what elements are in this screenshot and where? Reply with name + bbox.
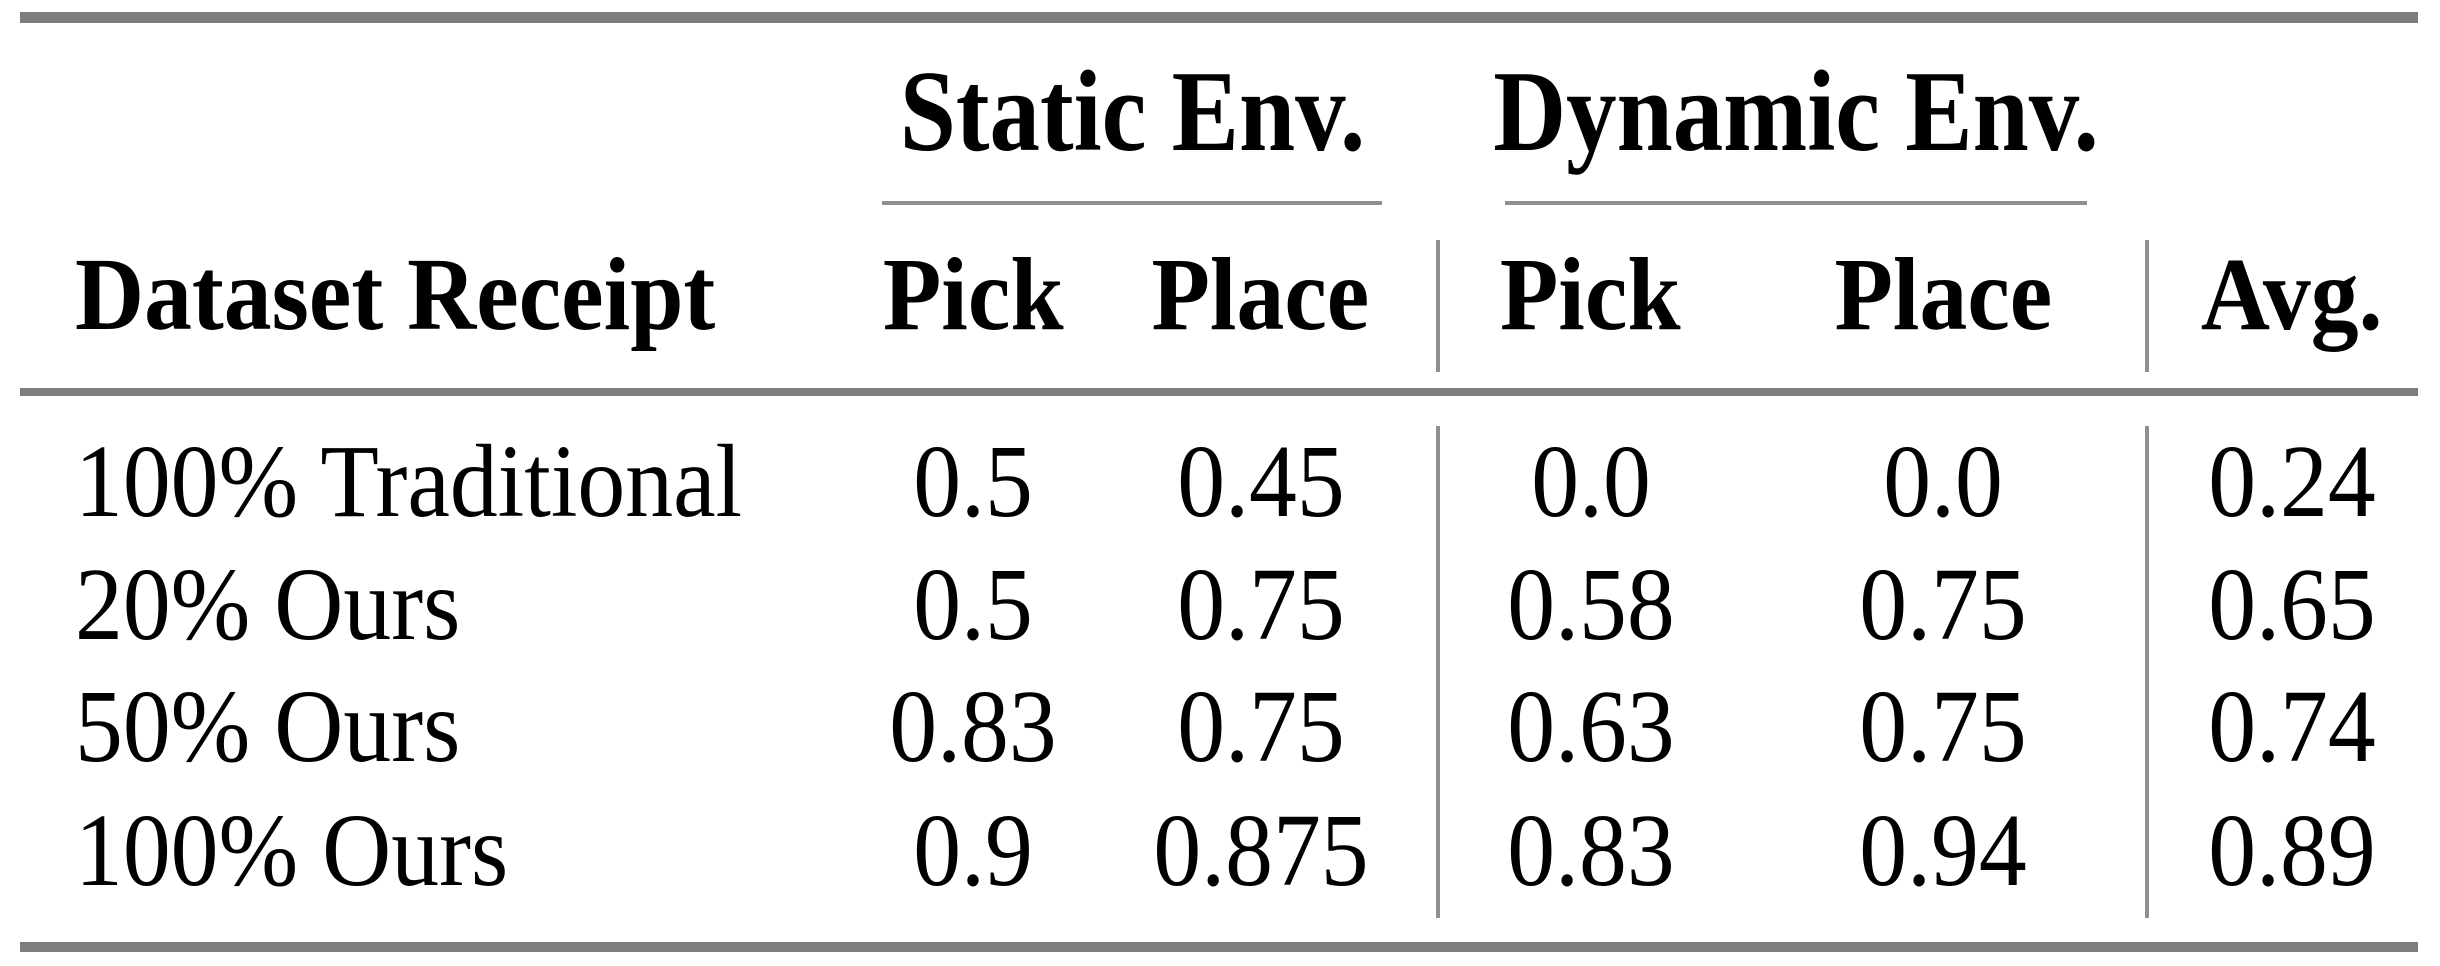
column-group-static-env-label: Static Env. — [899, 48, 1365, 176]
cell-static-pick: 0.5 — [913, 547, 1033, 662]
cell-avg: 0.89 — [2208, 793, 2376, 908]
row-label: 20% Ours — [75, 547, 461, 662]
cell-avg: 0.24 — [2208, 424, 2376, 539]
table-rule-bottom — [20, 942, 2418, 952]
table-rule-top — [20, 12, 2418, 23]
table-row: 100% Traditional 0.5 0.45 0.0 0.0 0.24 — [0, 420, 2440, 544]
column-group-static-env: Static Env. — [882, 48, 1382, 176]
table-row: 20% Ours 0.5 0.75 0.58 0.75 0.65 — [0, 543, 2440, 667]
cell-static-pick: 0.9 — [913, 793, 1033, 908]
header-cell-static-pick: Pick — [882, 237, 1064, 352]
row-label: 100% Ours — [75, 793, 509, 908]
cell-static-place: 0.45 — [1176, 424, 1345, 539]
vertical-separator-1-header — [1436, 240, 1440, 372]
header-cell-dynamic-place: Place — [1834, 237, 2052, 352]
cell-static-pick: 0.83 — [889, 669, 1057, 784]
cell-dynamic-place: 0.94 — [1859, 793, 2027, 908]
cmidrule-dynamic-env — [1505, 201, 2087, 205]
header-cell-static-place: Place — [1151, 237, 1370, 352]
cmidrule-static-env — [882, 201, 1382, 205]
row-label: 50% Ours — [75, 669, 461, 784]
cell-static-place: 0.75 — [1176, 669, 1345, 784]
cell-dynamic-pick: 0.0 — [1530, 424, 1651, 539]
cell-static-pick: 0.5 — [913, 424, 1033, 539]
table-row: 50% Ours 0.83 0.75 0.63 0.75 0.74 — [0, 665, 2440, 789]
vertical-separator-2-body — [2145, 426, 2149, 918]
header-cell-dynamic-pick: Pick — [1500, 237, 1681, 352]
cell-dynamic-pick: 0.58 — [1506, 547, 1675, 662]
table-row: 100% Ours 0.9 0.875 0.83 0.94 0.89 — [0, 789, 2440, 913]
column-group-dynamic-env: Dynamic Env. — [1493, 48, 2099, 176]
column-group-dynamic-env-label: Dynamic Env. — [1493, 48, 2099, 176]
cell-dynamic-place: 0.75 — [1859, 547, 2027, 662]
table-rule-header-separator — [20, 388, 2418, 396]
row-label: 100% Traditional — [75, 424, 743, 539]
table-header-row: Dataset Receipt Pick Place Pick Place Av… — [0, 233, 2440, 357]
cell-avg: 0.74 — [2208, 669, 2376, 784]
cell-static-place: 0.875 — [1152, 793, 1369, 908]
cell-dynamic-place: 0.75 — [1859, 669, 2027, 784]
cell-static-place: 0.75 — [1176, 547, 1345, 662]
header-cell-avg: Avg. — [2201, 237, 2383, 352]
cell-dynamic-place: 0.0 — [1883, 424, 2003, 539]
vertical-separator-1-body — [1436, 426, 1440, 918]
header-cell-dataset-receipt: Dataset Receipt — [75, 237, 716, 352]
cell-dynamic-pick: 0.83 — [1506, 793, 1675, 908]
cell-dynamic-pick: 0.63 — [1506, 669, 1675, 784]
vertical-separator-2-header — [2145, 240, 2149, 372]
cell-avg: 0.65 — [2208, 547, 2376, 662]
